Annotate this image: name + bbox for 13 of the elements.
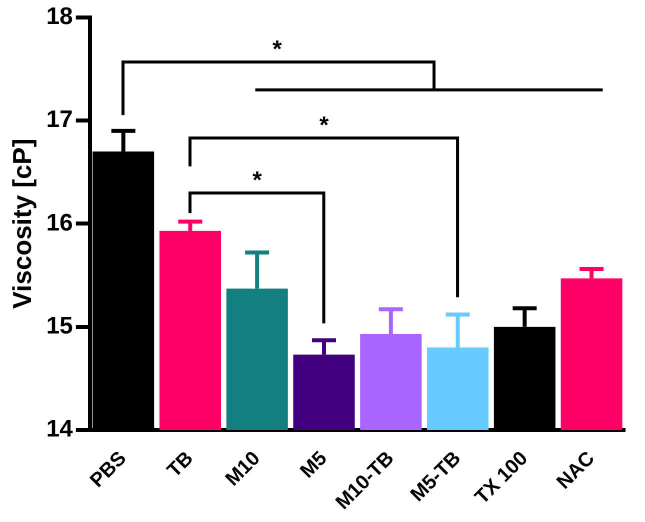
y-tick-label: 17 [46, 106, 73, 134]
annotation: * [319, 112, 330, 140]
y-tick-label: 15 [46, 312, 73, 340]
y-tick-label: 18 [46, 3, 73, 30]
y-tick-label: 16 [46, 209, 73, 236]
x-tick-label: M10 [221, 447, 265, 490]
x-tick-label: TB [163, 447, 198, 482]
y-tick-label: 14 [46, 416, 74, 443]
x-tick-label: M5 [296, 447, 332, 483]
x-tick-label: TX 100 [470, 447, 532, 508]
annotation: * [272, 36, 283, 63]
annotation: * [252, 166, 262, 194]
y-axis-title: Viscosity [cP] [6, 138, 37, 309]
